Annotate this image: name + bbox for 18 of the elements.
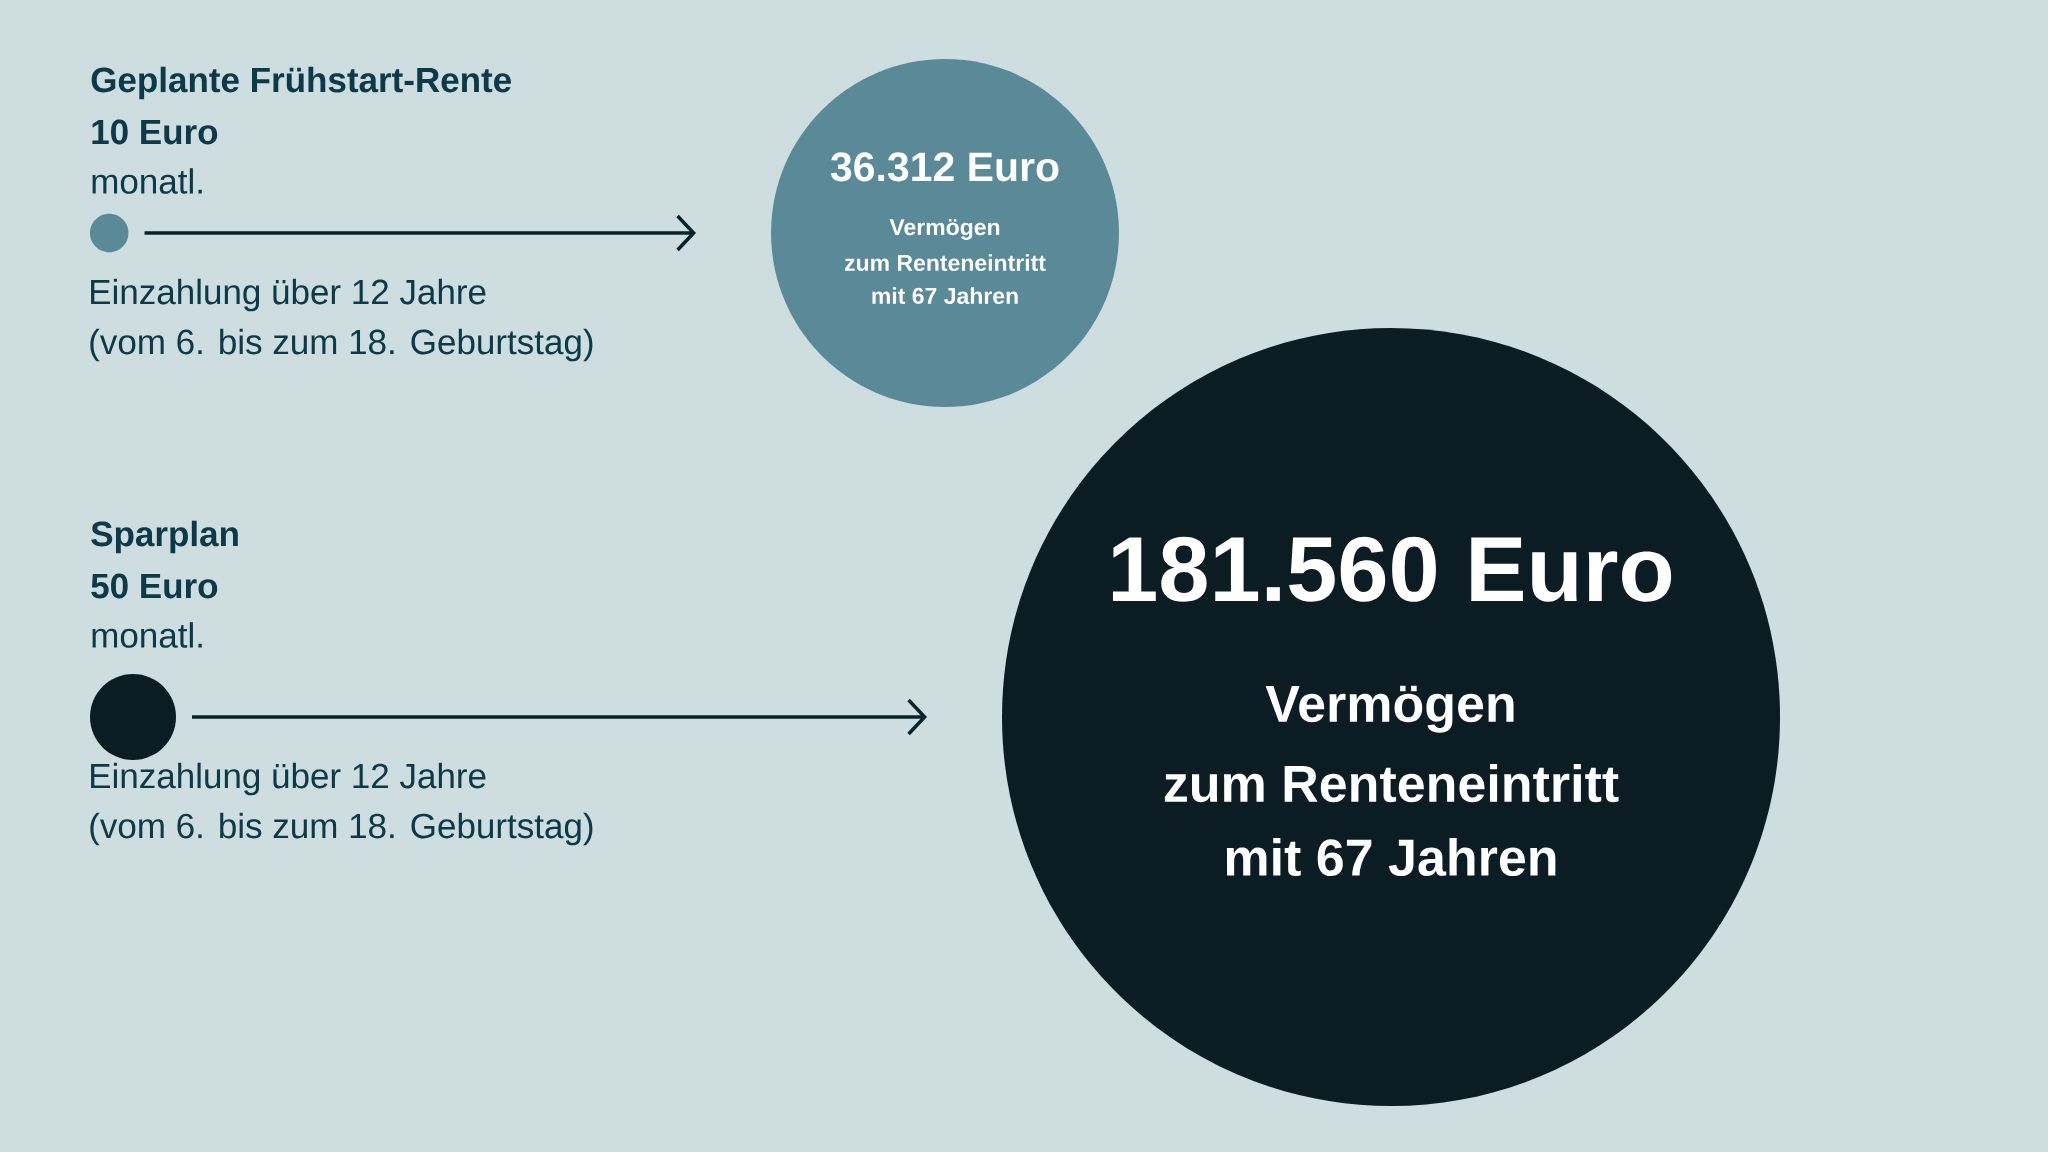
data-label: 10 Euro: [92, 119, 218, 145]
text: monatl.: [92, 168, 202, 194]
text: mit 67 Jahren: [872, 287, 1018, 305]
text: Vermögen: [1265, 685, 1514, 733]
category-label: Sparplan: [91, 520, 238, 554]
data-label: 50 Euro: [91, 573, 218, 599]
text: mit 67 Jahren: [1226, 837, 1556, 877]
text: Einzahlung über 12 Jahre: [91, 278, 486, 312]
text: Einzahlung über 12 Jahre: [91, 762, 486, 796]
text: Vermögen: [889, 219, 1000, 240]
text: zum Renteneintritt: [1164, 764, 1619, 803]
text: (vom 6. bis zum 18. Geburtstag): [90, 328, 593, 362]
data-label: 36.312 Euro: [830, 152, 1059, 182]
data-label: 181.560 Euro: [1112, 536, 1672, 602]
category-label: Geplante Frühstart-Rente: [91, 66, 511, 100]
text: (vom 6. bis zum 18. Geburtstag): [90, 812, 593, 846]
text: zum Renteneintritt: [844, 254, 1046, 272]
text: monatl.: [92, 622, 202, 648]
